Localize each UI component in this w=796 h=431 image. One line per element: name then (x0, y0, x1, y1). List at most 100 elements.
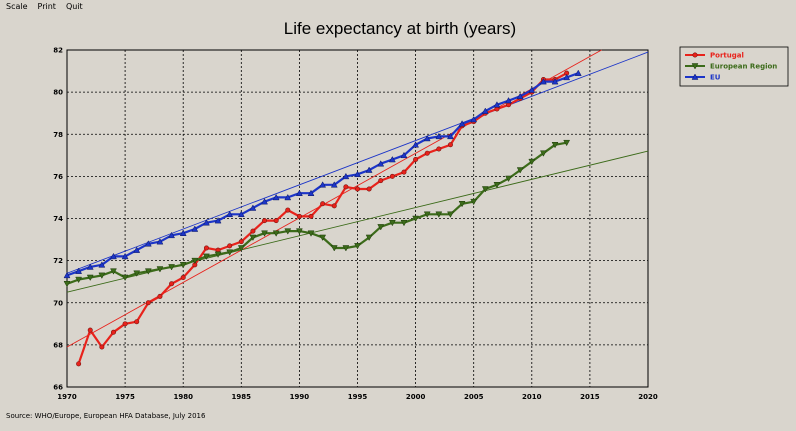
data-point (261, 198, 268, 205)
x-tick-label: 1985 (232, 393, 252, 401)
x-tick-label: 1975 (115, 393, 135, 401)
data-point (203, 219, 210, 226)
data-point (528, 86, 536, 93)
data-point (262, 218, 268, 224)
data-point (179, 262, 187, 269)
data-point (377, 160, 385, 167)
axis-ticks: 1970 1975 1980 1985 1990 1995 2000 2005 2010 2015… (53, 47, 658, 402)
data-point (342, 245, 350, 252)
data-point (99, 344, 105, 350)
data-point (227, 243, 233, 249)
legend-marker-2 (691, 73, 699, 80)
data-point (144, 268, 152, 275)
data-point (493, 182, 501, 189)
data-point (435, 211, 443, 218)
data-point (98, 261, 106, 268)
data-point (98, 272, 106, 279)
data-point (330, 245, 338, 252)
data-point (366, 186, 372, 192)
data-point (214, 217, 222, 224)
data-point (493, 101, 501, 108)
data-point (134, 319, 140, 325)
data-point (574, 69, 582, 76)
data-point (516, 167, 524, 174)
data-point (307, 230, 315, 237)
data-point (168, 264, 176, 271)
data-point (470, 115, 478, 123)
menu-scale[interactable]: Scale (6, 2, 28, 11)
data-point (423, 211, 431, 218)
data-point (133, 246, 141, 253)
data-point (563, 139, 571, 147)
menu-print[interactable]: Print (37, 2, 56, 11)
data-point (296, 213, 302, 219)
data-point (308, 213, 314, 219)
data-point (285, 207, 291, 213)
y-tick-label: 74 (53, 215, 63, 223)
data-point (320, 201, 326, 207)
data-point (295, 228, 303, 235)
data-point (156, 238, 164, 245)
y-tick-label: 72 (53, 257, 63, 265)
data-point (203, 253, 210, 260)
x-tick-label: 2020 (638, 393, 658, 401)
data-point (284, 228, 292, 235)
y-tick-label: 68 (53, 341, 63, 349)
data-point (539, 78, 547, 85)
data-point (388, 156, 396, 163)
data-point (377, 224, 385, 231)
trend-line-2 (66, 51, 649, 274)
data-point (121, 252, 129, 260)
y-tick-label: 76 (53, 173, 63, 181)
data-point (75, 276, 83, 284)
legend-marker-0 (692, 52, 698, 58)
data-point (144, 240, 152, 247)
data-point (203, 245, 209, 251)
data-point (539, 150, 547, 157)
x-tick-label: 1995 (348, 393, 368, 401)
data-point (272, 230, 280, 237)
data-point (378, 178, 384, 184)
x-tick-label: 1970 (57, 393, 77, 401)
data-point (412, 141, 420, 148)
data-point (458, 120, 466, 127)
data-point (76, 361, 82, 367)
data-point (272, 193, 280, 201)
source-note: Source: WHO/Europe, European HFA Databas… (6, 412, 206, 420)
data-point (435, 132, 443, 140)
x-tick-label: 2005 (464, 393, 484, 401)
series-group (63, 69, 582, 367)
series-line-2 (66, 72, 579, 277)
data-point (481, 186, 489, 193)
data-point (63, 281, 71, 288)
data-point (563, 73, 571, 81)
data-point (388, 219, 396, 227)
menu-bar: Scale Print Quit (0, 0, 83, 14)
legend-marker-1 (691, 63, 699, 70)
data-point (237, 245, 245, 252)
series-0 (76, 70, 570, 367)
series-line-1 (66, 141, 567, 285)
data-point (365, 166, 373, 173)
data-point (156, 266, 164, 273)
legend: Portugal European Region EU (679, 46, 789, 87)
data-point (424, 150, 430, 156)
data-point (180, 274, 186, 280)
data-point (319, 234, 327, 241)
data-point (179, 229, 187, 236)
y-tick-label: 66 (53, 384, 63, 392)
data-point (447, 211, 454, 218)
data-point (354, 170, 361, 178)
data-point (342, 172, 350, 180)
data-point (354, 243, 361, 250)
legend-label-2: EU (710, 74, 721, 82)
y-tick-label: 78 (53, 131, 63, 139)
data-point (110, 268, 117, 275)
data-point (110, 252, 117, 260)
data-point (86, 263, 94, 270)
x-tick-label: 2015 (580, 393, 600, 401)
data-point (458, 201, 466, 208)
menu-quit[interactable]: Quit (65, 2, 83, 11)
data-point (551, 142, 559, 149)
data-point (191, 257, 199, 265)
